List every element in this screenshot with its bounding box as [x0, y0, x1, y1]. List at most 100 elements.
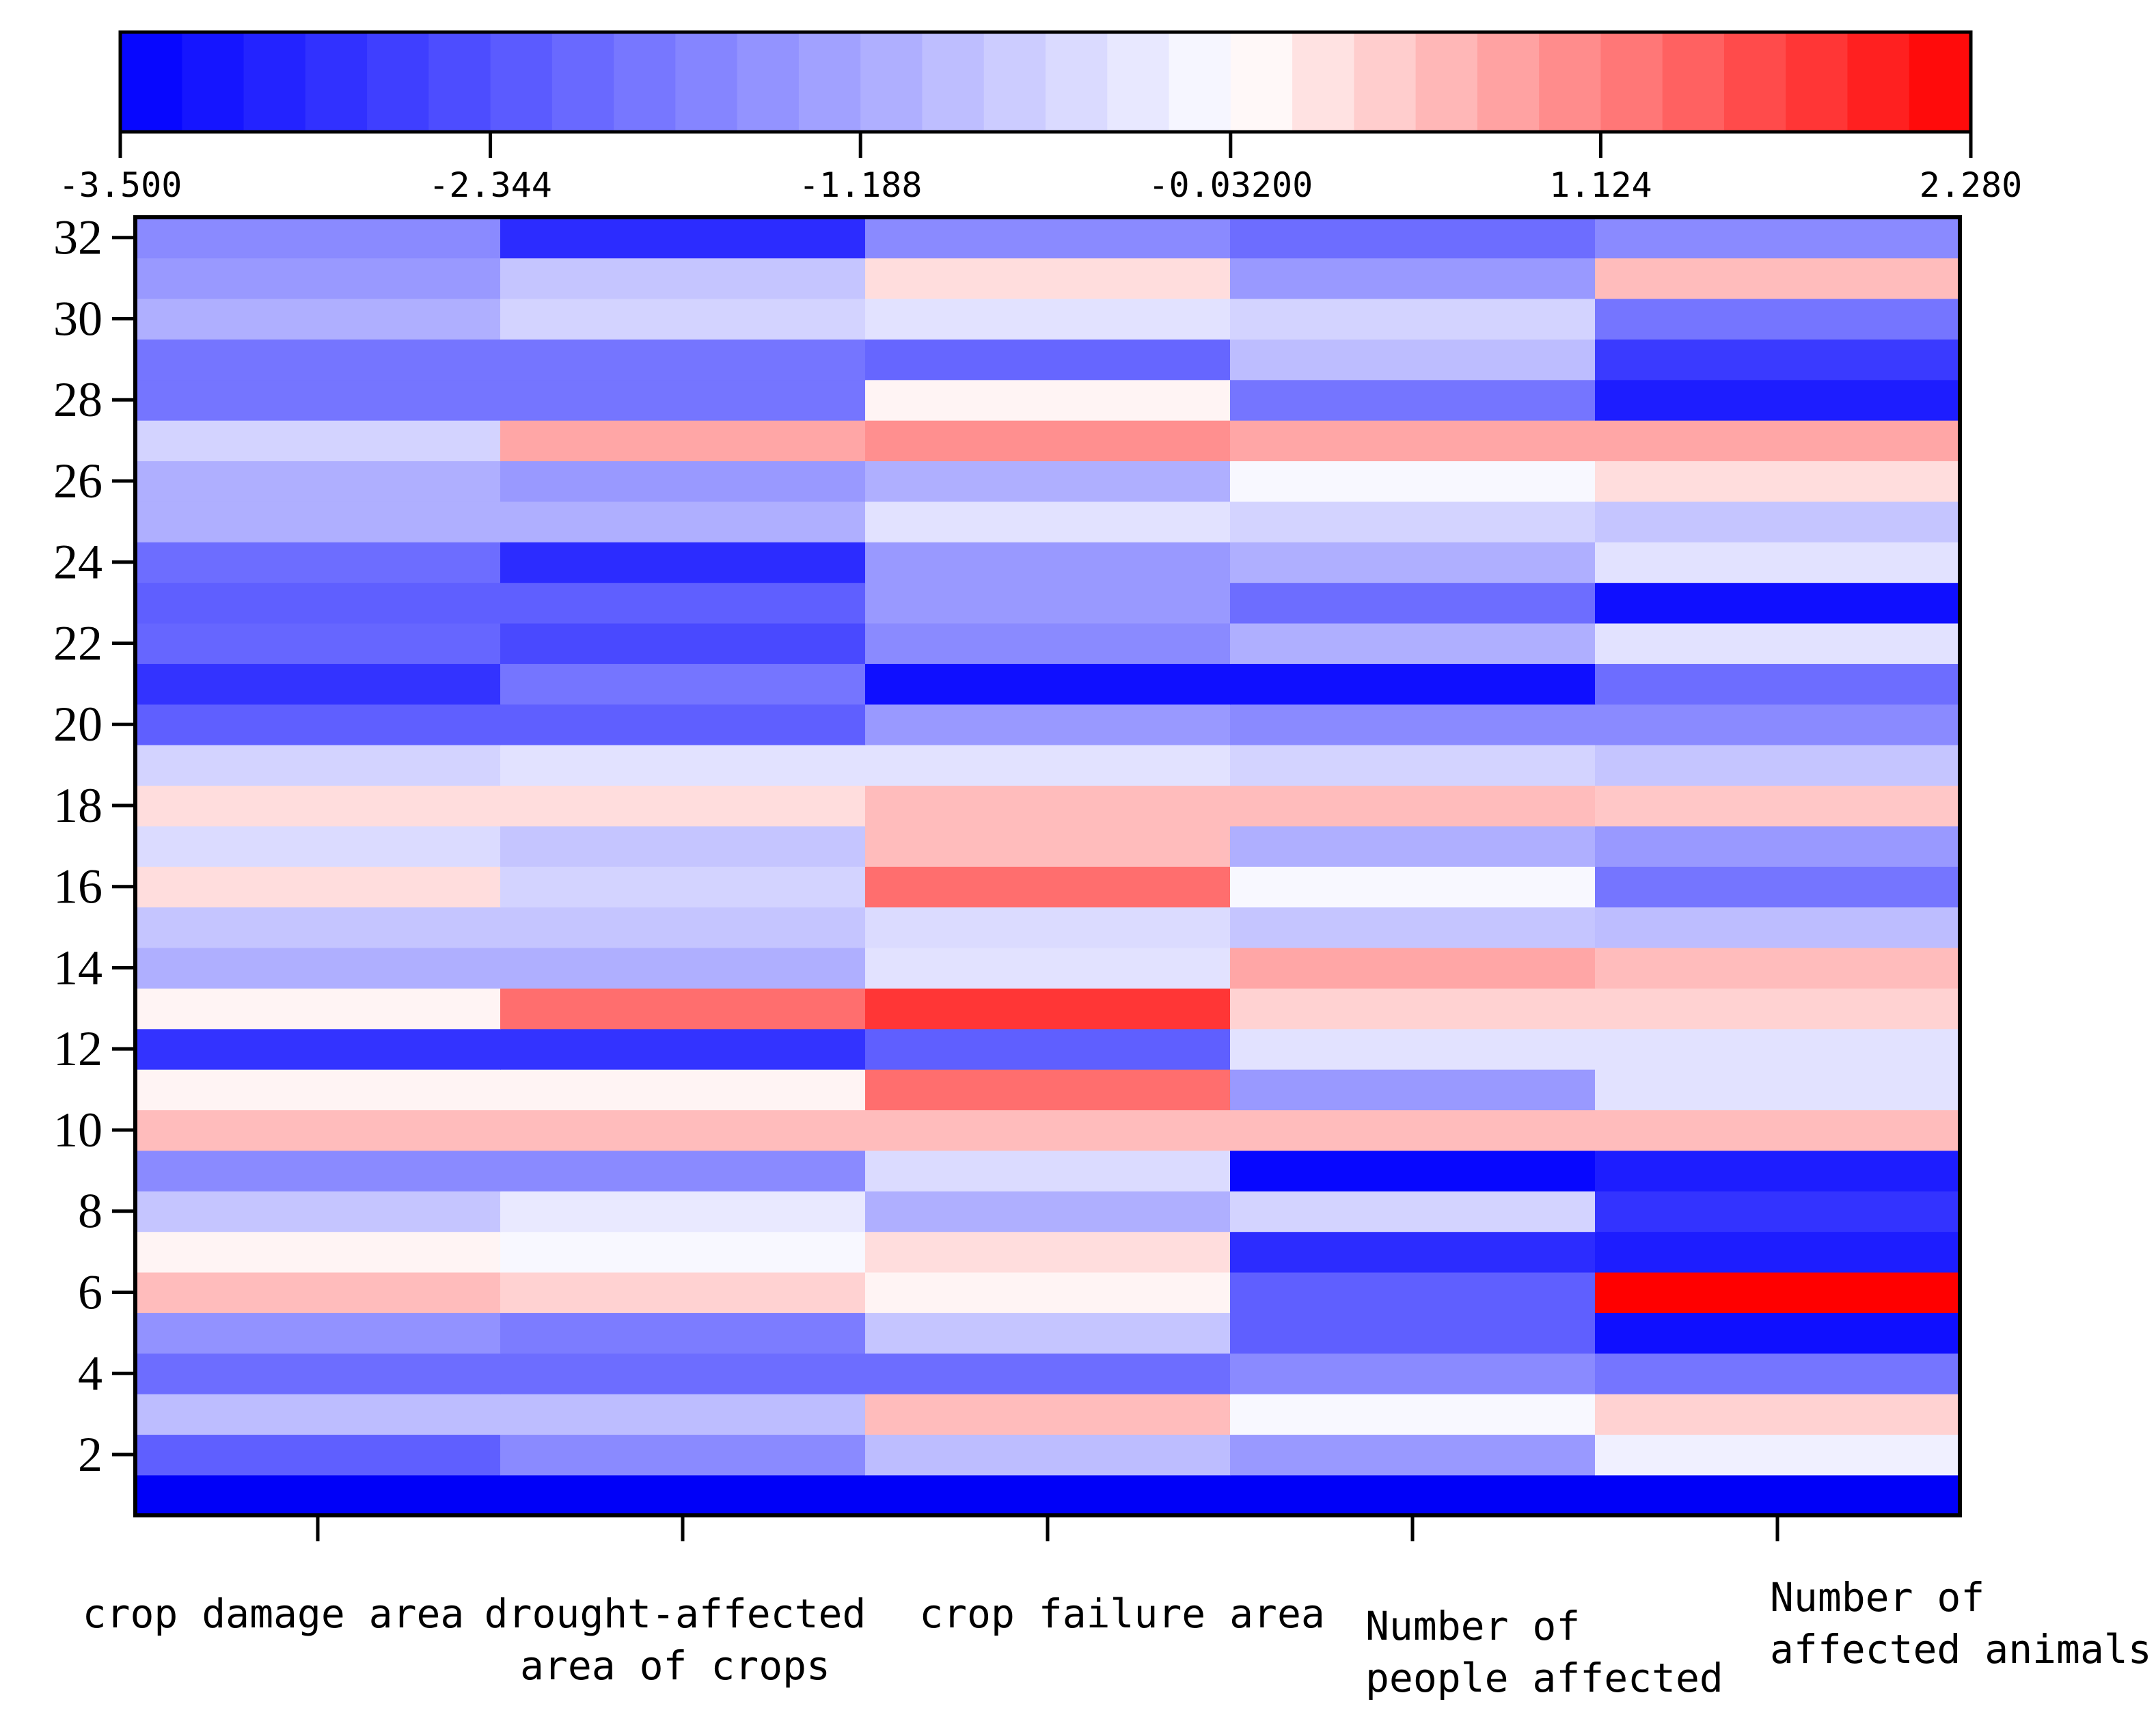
heatmap-cell: [135, 298, 501, 340]
heatmap-cell: [135, 419, 501, 462]
heatmap-cells: [135, 217, 1961, 1516]
x-tick-label: crop failure area: [919, 1591, 1325, 1637]
heatmap-cell: [500, 988, 866, 1030]
heatmap-cell: [135, 460, 501, 502]
heatmap-cell: [1595, 866, 1961, 908]
heatmap-cell: [1595, 501, 1961, 542]
heatmap-cell: [500, 1353, 866, 1394]
heatmap-cell: [500, 825, 866, 867]
heatmap-cell: [865, 907, 1231, 948]
colorbar-tick-label: 1.124: [1549, 165, 1652, 205]
heatmap-cell: [135, 1028, 501, 1070]
heatmap-cell: [1230, 501, 1596, 542]
heatmap-cell: [135, 339, 501, 381]
heatmap-cell: [1230, 622, 1596, 664]
heatmap-cell: [135, 379, 501, 421]
y-tick-label: 24: [53, 535, 103, 590]
heatmap-cell: [135, 1312, 501, 1354]
colorbar-swatch: [120, 32, 183, 132]
heatmap-cell: [500, 947, 866, 989]
heatmap-cell: [1595, 542, 1961, 583]
heatmap-cell: [1230, 1150, 1596, 1192]
colorbar-swatch: [1107, 32, 1170, 132]
y-tick-label: 16: [53, 859, 103, 914]
heatmap-cell: [865, 1474, 1231, 1516]
heatmap-cell: [1230, 1474, 1596, 1516]
y-tick-label: 30: [53, 291, 103, 346]
heatmap-cell: [1230, 866, 1596, 908]
heatmap-cell: [500, 1271, 866, 1313]
heatmap-cell: [1230, 258, 1596, 299]
heatmap-cell: [1595, 663, 1961, 705]
y-tick-label: 4: [78, 1346, 103, 1401]
y-tick-label: 28: [53, 372, 103, 427]
heatmap-cell: [865, 825, 1231, 867]
colorbar-swatch: [1723, 32, 1786, 132]
colorbar-tick-label: -3.500: [59, 165, 182, 205]
heatmap-cell: [1595, 1312, 1961, 1354]
heatmap-cell: [1230, 379, 1596, 421]
heatmap-cell: [1230, 582, 1596, 624]
y-tick-label: 20: [53, 697, 103, 752]
y-tick-label: 22: [53, 616, 103, 670]
x-tick-label: crop damage area: [83, 1591, 465, 1637]
y-tick-label: 12: [53, 1021, 103, 1076]
heatmap-cell: [865, 542, 1231, 583]
heatmap-cell: [500, 1434, 866, 1476]
heatmap-cell: [1595, 1393, 1961, 1435]
colorbar-tick-label: -0.03200: [1148, 165, 1313, 205]
heatmap-cell: [865, 1393, 1231, 1435]
heatmap-cell: [865, 947, 1231, 989]
heatmap-cell: [500, 1393, 866, 1435]
heatmap-cell: [135, 1231, 501, 1273]
heatmap-cell: [1230, 947, 1596, 989]
heatmap-cell: [135, 217, 501, 259]
heatmap-cell: [1595, 460, 1961, 502]
heatmap-cell: [500, 582, 866, 624]
heatmap-cell: [500, 866, 866, 908]
colorbar-swatch: [1909, 32, 1971, 132]
colorbar-swatch: [182, 32, 245, 132]
colorbar-tick-label: -2.344: [428, 165, 552, 205]
heatmap-cell: [500, 663, 866, 705]
y-tick-label: 6: [78, 1265, 103, 1319]
heatmap-cell: [500, 542, 866, 583]
heatmap-cell: [500, 339, 866, 381]
x-tick-label: Number of people affected: [1365, 1603, 1723, 1701]
colorbar-swatch: [1847, 32, 1910, 132]
colorbar-swatch: [1539, 32, 1602, 132]
colorbar-swatch: [860, 32, 923, 132]
y-tick-label: 8: [78, 1184, 103, 1239]
colorbar-swatch: [1354, 32, 1417, 132]
colorbar-swatch: [1292, 32, 1355, 132]
colorbar-swatch: [243, 32, 306, 132]
heatmap-cell: [865, 1434, 1231, 1476]
heatmap-cell: [500, 744, 866, 786]
colorbar-swatch: [614, 32, 677, 132]
heatmap-cell: [1595, 1434, 1961, 1476]
heatmap-cell: [865, 460, 1231, 502]
heatmap-cell: [865, 258, 1231, 299]
heatmap-cell: [500, 298, 866, 340]
colorbar-swatch: [1415, 32, 1478, 132]
heatmap-cell: [135, 622, 501, 664]
heatmap-cell: [500, 460, 866, 502]
heatmap-cell: [865, 339, 1231, 381]
heatmap-cell: [1230, 907, 1596, 948]
heatmap-cell: [865, 1069, 1231, 1111]
colorbar-swatch: [367, 32, 430, 132]
colorbar-tick-label: 2.280: [1920, 165, 2023, 205]
heatmap-cell: [865, 379, 1231, 421]
heatmap-cell: [1230, 1231, 1596, 1273]
heatmap-cell: [500, 1110, 866, 1151]
heatmap-cell: [865, 217, 1231, 259]
heatmap-cell: [135, 1069, 501, 1111]
colorbar-ticks: -3.500 -2.344 -1.188 -0.03200 1.124 2.280: [59, 132, 2023, 205]
colorbar-swatch: [1046, 32, 1108, 132]
colorbar-swatch: [1169, 32, 1231, 132]
heatmap-cell: [500, 379, 866, 421]
y-tick-label: 14: [53, 940, 103, 995]
heatmap-cell: [1595, 1231, 1961, 1273]
heatmap-cell: [1595, 379, 1961, 421]
